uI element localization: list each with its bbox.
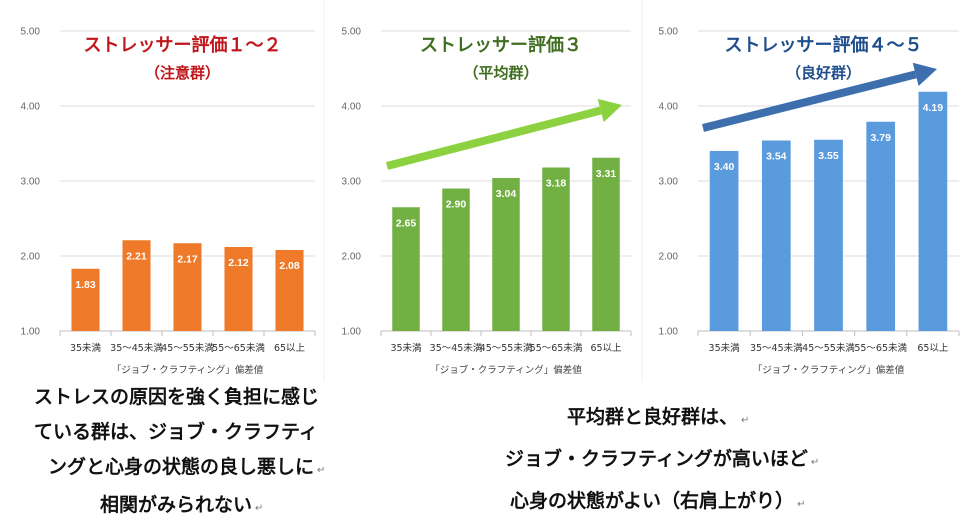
data-label: 2.12 [228, 257, 249, 269]
y-tick-label: 3.00 [659, 177, 679, 188]
chart-panel-good: 1.00 2.00 3.00 4.00 5.00 3.40 35未満 3.54 35～45未満 3… [643, 0, 968, 382]
y-tick-label: 2.00 [659, 252, 679, 263]
paragraph-mark-icon: ↵ [810, 457, 820, 468]
y-tick-label: 4.00 [659, 102, 679, 113]
data-label: 4.19 [923, 102, 944, 114]
data-label: 2.21 [126, 250, 147, 262]
bar-chart-caution: 1.00 2.00 3.00 4.00 5.00 1.83 35未満 2.21 35～45未満 2… [21, 0, 325, 382]
data-label: 3.18 [546, 178, 567, 190]
bar [866, 121, 896, 331]
bar [173, 243, 202, 331]
paragraph-mark-icon: ↵ [797, 499, 806, 510]
paragraph-mark-icon: ↵ [255, 503, 264, 514]
data-label: 3.04 [496, 188, 517, 200]
bar [761, 140, 791, 331]
trend-arrow-head [912, 62, 937, 87]
bar [224, 247, 253, 331]
y-tick-label: 1.00 [659, 327, 679, 338]
bar [492, 178, 520, 331]
paragraph-mark-icon: ↵ [741, 415, 750, 426]
paragraph-mark-icon: ↵ [317, 465, 326, 476]
bar [122, 240, 151, 331]
chart-subtitle: （注意群） [145, 64, 220, 82]
caption-left-line-4-text: 相関がみられない [100, 494, 253, 516]
x-tick-label: 55～65未満 [854, 342, 907, 354]
x-tick-label: 45～55未満 [480, 342, 533, 354]
y-tick-label: 3.00 [21, 177, 41, 188]
x-tick-label: 35～45未満 [110, 342, 163, 354]
caption-left-line-2: ている群は、ジョブ・クラフティ [34, 421, 318, 443]
data-label: 3.31 [596, 168, 617, 180]
caption-right-line-2: ジョブ・クラフティングが高いほど ↵ [505, 440, 819, 482]
bar-chart-good: 1.00 2.00 3.00 4.00 5.00 3.40 35未満 3.54 35～45未満 3… [659, 27, 960, 376]
bar [542, 167, 570, 331]
x-tick-label: 65以上 [590, 343, 622, 354]
bar-chart-average: 1.00 2.00 3.00 4.00 5.00 2.65 35未満 2.90 35～45未満 3… [342, 0, 643, 382]
caption-right: 平均群と良好群は、 ↵ ジョブ・クラフティングが高いほど ↵ 心身の状態がよい（右肩… [505, 398, 819, 524]
bar [592, 157, 620, 331]
x-axis-label: 「ジョブ・クラフティング」偏差値 [430, 364, 582, 376]
data-label: 3.40 [714, 161, 735, 173]
data-label: 1.83 [75, 279, 96, 291]
x-tick-label: 45～55未満 [802, 342, 855, 354]
caption-left-line-4: 相関がみられない ↵ [34, 488, 325, 526]
caption-left-line-3-text: ングと心身の状態の良し悪しに [48, 456, 315, 478]
data-label: 2.90 [446, 199, 467, 211]
caption-left-line-1: ストレスの原因を強く負担に感じ [34, 386, 320, 408]
x-tick-label: 65以上 [917, 343, 949, 354]
data-label: 3.54 [766, 151, 787, 163]
chart-panel-average: 1.00 2.00 3.00 4.00 5.00 2.65 35未満 2.90 35～45未満 3… [325, 0, 643, 382]
y-tick-label: 2.00 [21, 252, 41, 263]
caption-right-line-3-text: 心身の状態がよい（右肩上がり） [510, 490, 795, 512]
bar [71, 268, 100, 331]
x-tick-label: 65以上 [274, 343, 306, 354]
y-tick-label: 1.00 [21, 327, 41, 338]
y-tick-label: 5.00 [659, 27, 679, 38]
caption-left-line-3: ングと心身の状態の良し悪しに ↵ [34, 450, 325, 488]
chart-title: ストレッサー評価３ [420, 34, 582, 56]
trend-arrow-head [597, 98, 622, 123]
x-tick-label: 35未満 [709, 342, 741, 354]
data-label: 2.65 [396, 217, 417, 229]
bar [709, 151, 739, 331]
caption-right-line-3: 心身の状態がよい（右肩上がり） ↵ [505, 482, 819, 524]
data-label: 3.55 [818, 150, 839, 162]
y-tick-label: 1.00 [342, 327, 362, 338]
x-axis-label: 「ジョブ・クラフティング」偏差値 [753, 364, 905, 376]
bar [392, 207, 420, 331]
bar [918, 91, 948, 331]
y-tick-label: 3.00 [342, 177, 362, 188]
y-tick-label: 4.00 [342, 102, 362, 113]
y-tick-label: 2.00 [342, 252, 362, 263]
x-axis-label: 「ジョブ・クラフティング」偏差値 [112, 364, 264, 376]
bar [442, 188, 470, 331]
bar [814, 139, 843, 331]
data-label: 3.79 [870, 132, 891, 144]
bar [275, 250, 304, 331]
chart-title: ストレッサー評価１～２ [84, 34, 282, 56]
caption-left: ストレスの原因を強く負担に感じ ている群は、ジョブ・クラフティ ングと心身の状態… [34, 380, 325, 526]
x-tick-label: 45～55未満 [161, 342, 214, 354]
caption-right-line-2-text: ジョブ・クラフティングが高いほど [505, 448, 808, 470]
caption-right-line-1-text: 平均群と良好群は、 [567, 406, 739, 428]
trend-arrow-shaft [702, 70, 917, 132]
y-tick-label: 4.00 [21, 102, 41, 113]
chart-subtitle: （平均群） [463, 64, 538, 82]
x-tick-label: 35未満 [70, 342, 102, 354]
data-label: 2.17 [177, 253, 198, 265]
x-tick-label: 35～45未満 [430, 342, 483, 354]
chart-title: ストレッサー評価４～５ [725, 34, 923, 56]
caption-right-line-1: 平均群と良好群は、 ↵ [505, 398, 819, 440]
trend-arrow-shaft [385, 106, 602, 170]
chart-panel-caution: 1.00 2.00 3.00 4.00 5.00 1.83 35未満 2.21 35～45未満 2… [0, 0, 325, 382]
y-tick-label: 5.00 [21, 27, 41, 38]
chart-subtitle: （良好群） [786, 64, 861, 82]
x-tick-label: 55～65未満 [212, 342, 265, 354]
data-label: 2.08 [279, 260, 300, 272]
x-tick-label: 35～45未満 [750, 342, 803, 354]
y-tick-label: 5.00 [342, 27, 362, 38]
x-tick-label: 35未満 [390, 342, 422, 354]
x-tick-label: 55～65未満 [530, 342, 583, 354]
